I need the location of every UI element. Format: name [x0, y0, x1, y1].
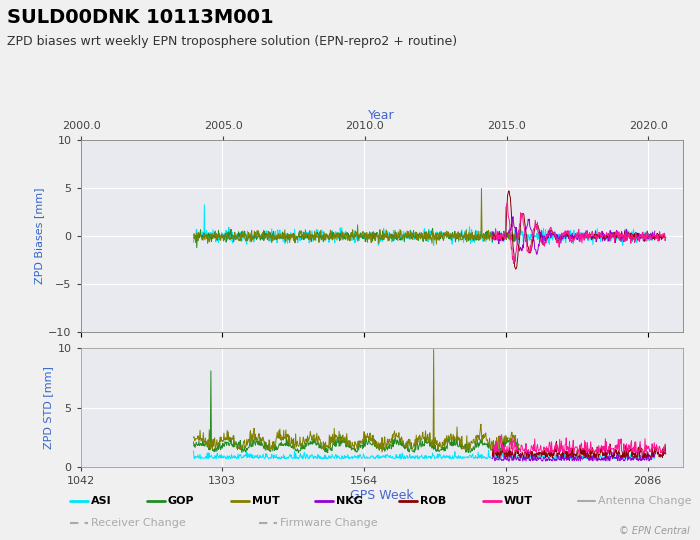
- Text: ZPD biases wrt weekly EPN troposphere solution (EPN-repro2 + routine): ZPD biases wrt weekly EPN troposphere so…: [7, 35, 457, 48]
- Text: NKG: NKG: [336, 496, 363, 506]
- Text: MUT: MUT: [252, 496, 280, 506]
- Text: WUT: WUT: [504, 496, 533, 506]
- Y-axis label: ZPD Biases [mm]: ZPD Biases [mm]: [34, 188, 44, 285]
- Y-axis label: ZPD STD [mm]: ZPD STD [mm]: [43, 366, 53, 449]
- X-axis label: GPS Week: GPS Week: [350, 489, 413, 502]
- Text: Firmware Change: Firmware Change: [280, 518, 377, 528]
- Text: SULD00DNK 10113M001: SULD00DNK 10113M001: [7, 8, 274, 27]
- X-axis label: Year: Year: [368, 109, 395, 122]
- Text: ASI: ASI: [91, 496, 111, 506]
- Text: Receiver Change: Receiver Change: [91, 518, 186, 528]
- Text: ROB: ROB: [420, 496, 447, 506]
- Text: GOP: GOP: [168, 496, 195, 506]
- Text: © EPN Central: © EPN Central: [619, 525, 690, 536]
- Text: Antenna Change: Antenna Change: [598, 496, 692, 506]
